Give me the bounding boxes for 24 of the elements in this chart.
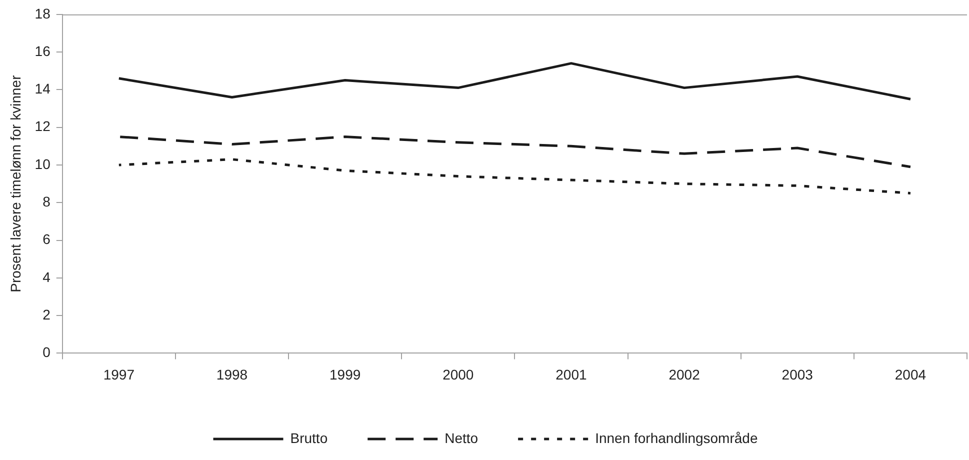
x-tick-label: 2003 xyxy=(782,366,814,382)
legend-label: Innen forhandlingsområde xyxy=(595,430,758,446)
y-tick-label: 16 xyxy=(34,42,51,59)
x-tick-label: 1997 xyxy=(103,366,135,382)
y-tick-label: 8 xyxy=(42,193,51,210)
x-tick-label: 1998 xyxy=(216,366,248,382)
y-tick-label: 6 xyxy=(42,231,51,248)
legend-label: Brutto xyxy=(290,430,328,446)
x-tick-label: 2004 xyxy=(894,366,926,382)
y-tick-label: 12 xyxy=(34,118,51,134)
y-tick-label: 14 xyxy=(34,80,51,97)
line-series xyxy=(118,135,912,168)
y-tick-label: 2 xyxy=(42,306,51,322)
y-tick-label: 10 xyxy=(34,156,51,172)
y-axis-title: Prosent lavere timelønn for kvinner xyxy=(7,74,24,292)
x-tick-label: 2002 xyxy=(668,366,700,382)
legend-label: Netto xyxy=(444,430,478,446)
line-series xyxy=(118,158,912,194)
x-tick-label: 2001 xyxy=(556,366,588,382)
y-tick-label: 18 xyxy=(34,5,51,22)
x-tick-label: 2000 xyxy=(442,366,474,382)
x-tick-label: 1999 xyxy=(329,366,361,382)
y-tick-label: 0 xyxy=(42,344,51,360)
y-tick-label: 4 xyxy=(42,268,51,285)
